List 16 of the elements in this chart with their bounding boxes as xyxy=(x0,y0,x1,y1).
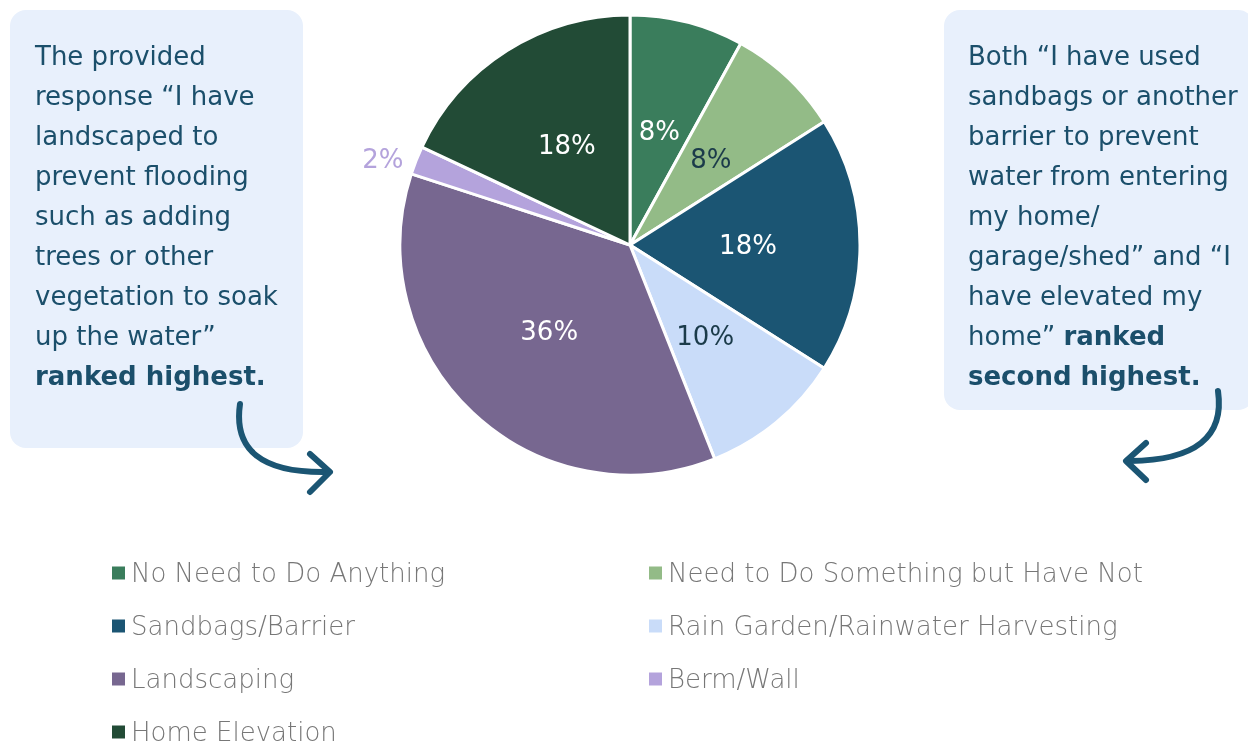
legend-label: Home Elevation xyxy=(131,717,337,747)
data-label: 10% xyxy=(676,320,735,351)
legend-label: Need to Do Something but Have Not xyxy=(668,558,1143,588)
legend-label: Berm/Wall xyxy=(668,664,800,694)
data-label: 8% xyxy=(638,115,680,146)
data-label: 18% xyxy=(537,130,596,161)
legend-label: No Need to Do Anything xyxy=(131,558,446,588)
data-label: 18% xyxy=(719,230,777,260)
data-label: 8% xyxy=(690,143,732,174)
legend-label: Rain Garden/Rainwater Harvesting xyxy=(668,611,1118,641)
legend-label: Landscaping xyxy=(131,664,294,694)
data-label: 36% xyxy=(520,316,579,347)
legend-label: Sandbags/Barrier xyxy=(131,611,356,641)
data-label: 2% xyxy=(362,143,404,174)
callout-box: The provided response “I have landscaped to prevent flooding such as adding trees or other vegetation to soak up the water” ranked highest. xyxy=(10,10,303,448)
callout-box: Both “I have used sandbags or another barrier to prevent water from entering my home/ garage/shed” and “I have elevated my home” ranked second highest. xyxy=(944,10,1248,410)
